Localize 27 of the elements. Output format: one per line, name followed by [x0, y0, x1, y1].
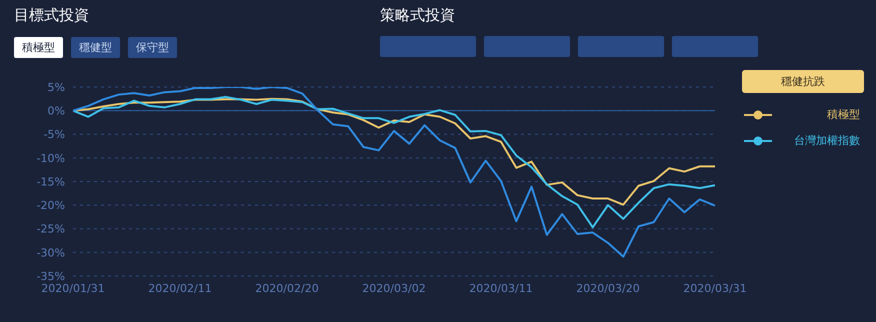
text: 積極型	[14, 37, 63, 58]
x-tick-label: 2020/03/20	[576, 282, 640, 295]
x-tick-label: 2020/03/02	[362, 282, 426, 295]
y-tick-label: -10%	[36, 152, 65, 165]
y-tick-label: -20%	[36, 199, 65, 212]
x-tick-label: 2020/03/31	[683, 282, 747, 295]
chart-title: 目標式投資	[14, 6, 89, 25]
x-tick-label: 2020/02/11	[148, 282, 212, 295]
y-tick-label: 0%	[48, 104, 65, 118]
text: 穩健型	[71, 37, 120, 58]
x-tick-label: 2020/01/31	[41, 282, 105, 295]
y-tick-label: 5%	[48, 80, 65, 94]
line-series	[73, 96, 715, 228]
y-tick-label: -25%	[36, 222, 65, 236]
text: 積極型	[827, 107, 860, 122]
text: 策略式投資	[380, 6, 455, 25]
x-tick-label: 2020/03/11	[469, 282, 533, 295]
y-tick-label: -15%	[36, 175, 65, 188]
text: 保守型	[128, 37, 177, 58]
x-tick-label: 2020/02/20	[255, 282, 319, 295]
y-tick-label: -35%	[36, 270, 65, 283]
legend-label: 台灣加權指數	[794, 133, 860, 148]
y-tick-label: -5%	[44, 128, 65, 142]
y-tick-label: -30%	[36, 246, 65, 260]
line-series	[73, 98, 715, 206]
line-series	[73, 87, 715, 258]
legend-title: 穩健抗跌	[742, 70, 864, 93]
